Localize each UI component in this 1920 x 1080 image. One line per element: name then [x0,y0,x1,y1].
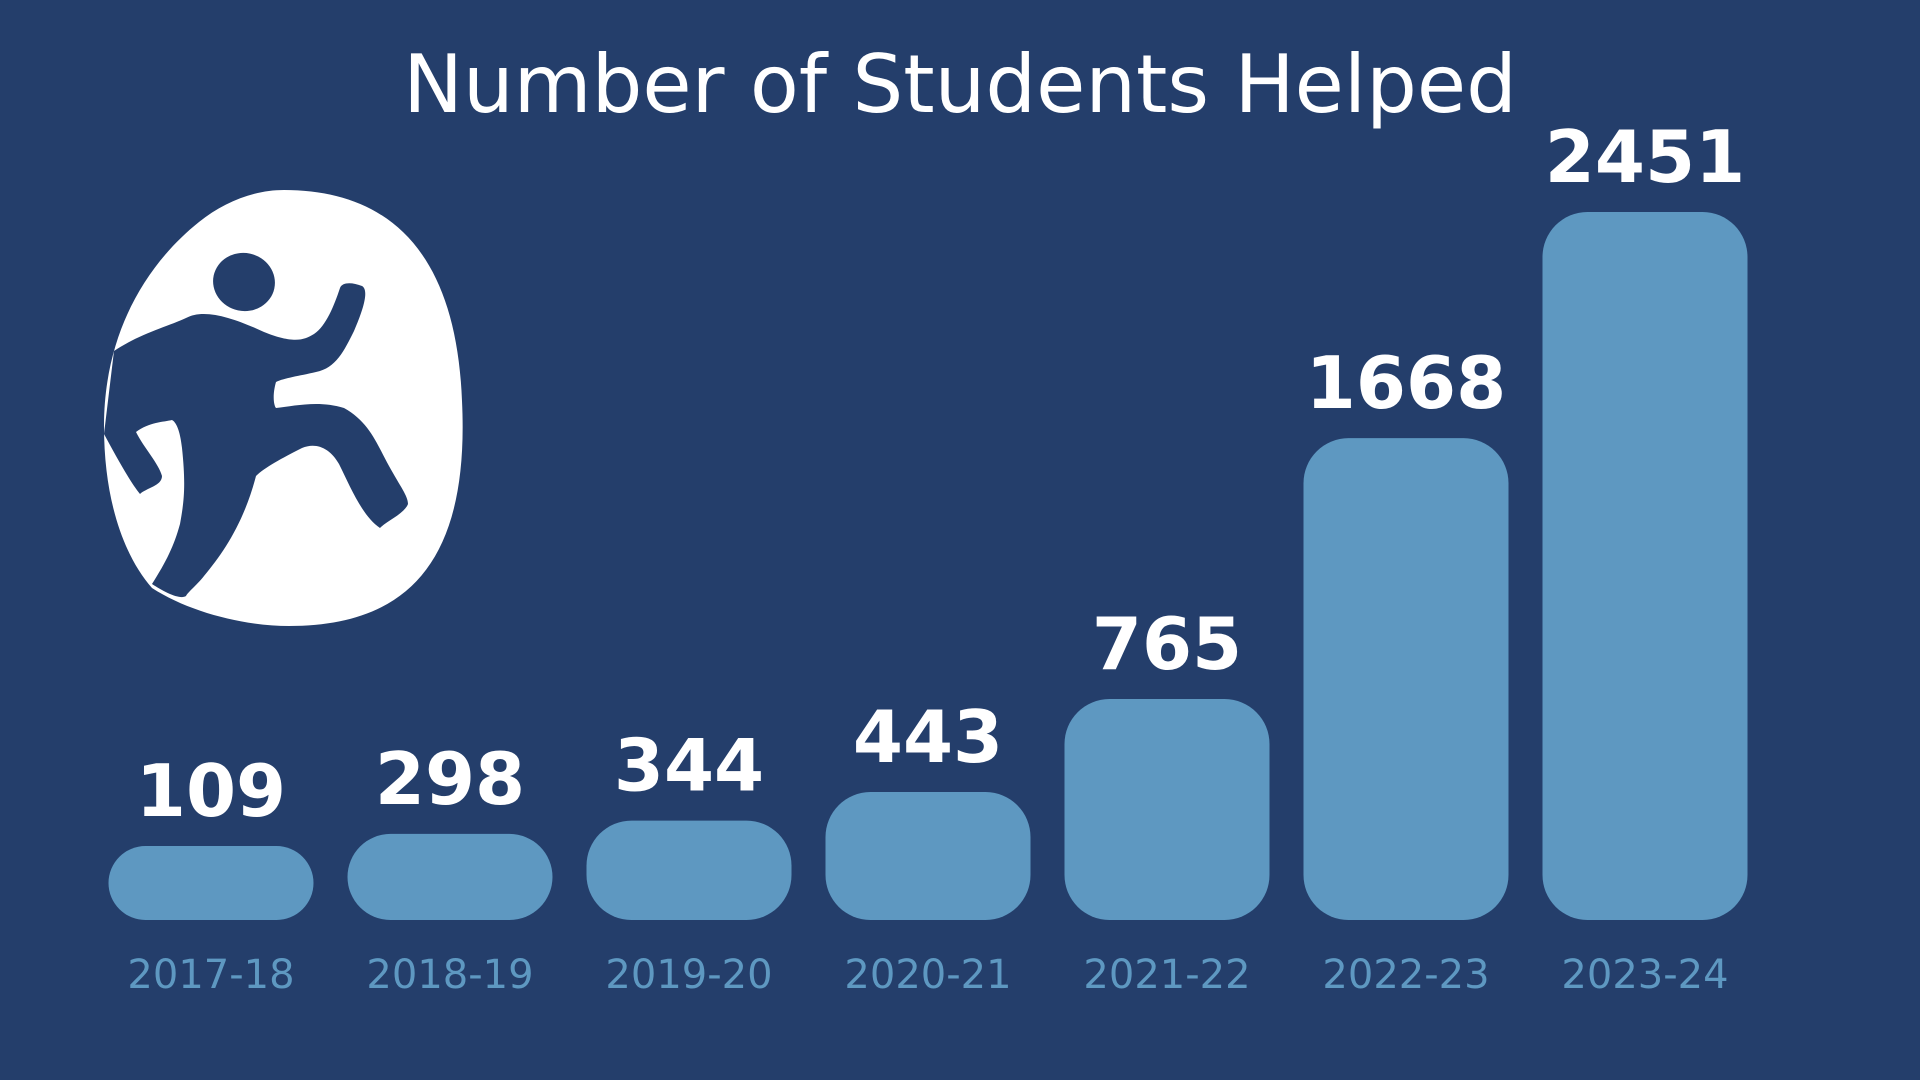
x-tick-labels-layer: 2017-18 2018-19 2019-20 2020-21 2021-22 2022-… [127,952,1728,998]
value-label-2019-20: 344 [614,724,764,808]
bar-2018-19 [347,833,553,920]
runner-figure [104,252,408,598]
bar-2017-18 [108,846,314,920]
bar-2020-21 [825,792,1031,920]
x-tick-2023-24: 2023-24 [1561,952,1728,998]
value-labels-layer: 109 298 344 443 765 1668 2451 [136,115,1745,833]
x-tick-2022-23: 2022-23 [1322,952,1489,998]
bar-2021-22 [1064,699,1270,920]
value-label-2021-22: 765 [1092,602,1242,686]
x-tick-2018-19: 2018-19 [366,952,533,998]
x-tick-2020-21: 2020-21 [844,952,1011,998]
running-student-icon [104,190,463,626]
x-tick-2019-20: 2019-20 [605,952,772,998]
bar-2019-20 [586,820,792,920]
value-label-2022-23: 1668 [1306,341,1506,425]
chart-title: Number of Students Helped [403,38,1517,131]
x-tick-2017-18: 2017-18 [127,952,294,998]
bar-2022-23 [1303,438,1509,920]
value-label-2018-19: 298 [375,737,525,821]
x-tick-2021-22: 2021-22 [1083,952,1250,998]
bars-layer [108,212,1748,920]
value-label-2023-24: 2451 [1545,115,1745,199]
value-label-2017-18: 109 [136,749,286,833]
value-label-2020-21: 443 [853,695,1003,779]
bar-2023-24 [1542,212,1748,920]
